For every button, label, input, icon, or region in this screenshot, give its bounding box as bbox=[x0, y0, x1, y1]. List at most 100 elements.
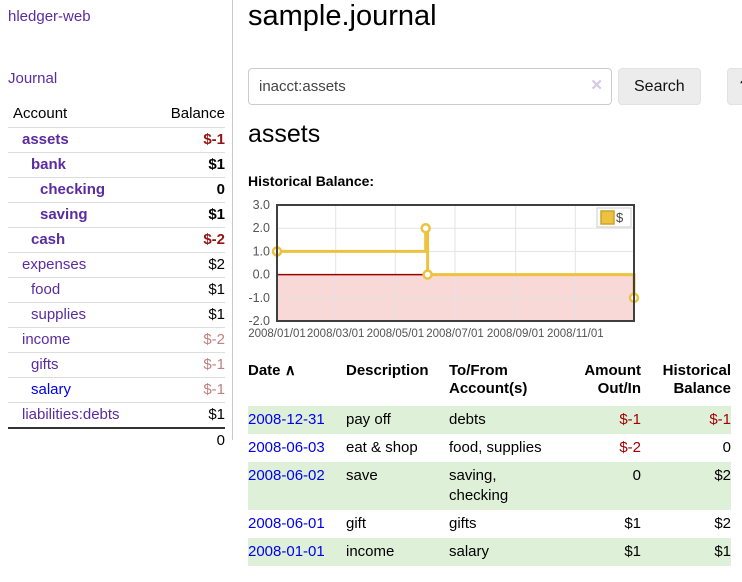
account-link[interactable]: cash bbox=[31, 231, 66, 248]
transaction-balance: 0 bbox=[722, 439, 731, 456]
sidebar: hledger-web Journal Account Balance asse… bbox=[0, 0, 233, 449]
transaction-accounts: saving, checking bbox=[449, 467, 509, 504]
accounts-total-spacer bbox=[8, 428, 154, 453]
account-balance: $-1 bbox=[203, 356, 225, 373]
register-table: Date ∧ Description To/From Account(s) Am… bbox=[248, 360, 731, 566]
transaction-date-link[interactable]: 2008-12-31 bbox=[248, 411, 325, 428]
accounts-total-balance: 0 bbox=[216, 432, 225, 449]
account-row: gifts $-1 bbox=[8, 352, 225, 378]
transaction-date-link[interactable]: 2008-01-01 bbox=[248, 543, 325, 560]
search-input[interactable] bbox=[248, 68, 612, 105]
svg-text:3.0: 3.0 bbox=[253, 198, 270, 212]
transaction-description: income bbox=[346, 543, 395, 560]
transaction-balance: $2 bbox=[714, 515, 731, 532]
main-content: sample.journal ✕ Search ? assets Histori… bbox=[248, 0, 742, 582]
transaction-description: gift bbox=[346, 515, 367, 532]
transaction-row: 2008-12-31 pay off debts $-1 $-1 bbox=[248, 406, 731, 434]
account-link[interactable]: gifts bbox=[31, 356, 59, 373]
transaction-date-cell: 2008-01-01 bbox=[248, 538, 346, 566]
account-row: expenses $2 bbox=[8, 252, 225, 278]
transaction-date-link[interactable]: 2008-06-03 bbox=[248, 439, 325, 456]
account-balance: $-2 bbox=[203, 231, 225, 248]
accounts-table: Account Balance assets $-1 bank $1 check… bbox=[8, 101, 225, 453]
sidebar-item-journal[interactable]: Journal bbox=[8, 70, 58, 87]
transaction-row: 2008-06-03 eat & shop food, supplies $-2… bbox=[248, 434, 731, 462]
transaction-accounts: salary bbox=[449, 543, 490, 560]
account-row: supplies $1 bbox=[8, 302, 225, 328]
account-name-cell: cash bbox=[8, 228, 154, 253]
transaction-balance: $1 bbox=[714, 543, 731, 560]
transaction-amount: $-2 bbox=[619, 439, 641, 456]
account-row: liabilities:debts $1 bbox=[8, 402, 225, 429]
transaction-amount: 0 bbox=[632, 467, 641, 484]
account-link[interactable]: food bbox=[31, 281, 61, 298]
account-row: income $-2 bbox=[8, 327, 225, 353]
register-header-date[interactable]: Date ∧ bbox=[248, 362, 296, 379]
account-row: food $1 bbox=[8, 277, 225, 303]
svg-text:2008/09/01: 2008/09/01 bbox=[487, 328, 545, 340]
account-name-cell: bank bbox=[8, 153, 154, 178]
page-title: sample.journal bbox=[248, 0, 437, 32]
account-link[interactable]: checking bbox=[40, 181, 106, 198]
account-name-cell: expenses bbox=[8, 253, 154, 278]
account-link[interactable]: salary bbox=[31, 381, 72, 398]
transaction-accounts: food, supplies bbox=[449, 439, 542, 456]
account-link[interactable]: bank bbox=[31, 156, 67, 173]
account-row: assets $-1 bbox=[8, 127, 225, 153]
svg-text:-2.0: -2.0 bbox=[248, 314, 270, 328]
svg-text:$: $ bbox=[616, 210, 624, 225]
account-name-cell: saving bbox=[8, 203, 154, 228]
transaction-date-cell: 2008-06-02 bbox=[248, 462, 346, 510]
svg-text:0.0: 0.0 bbox=[253, 268, 270, 282]
account-balance: $2 bbox=[208, 256, 225, 273]
account-column-header: Account bbox=[13, 105, 68, 122]
balance-column-header: Balance bbox=[170, 105, 225, 122]
clear-search-icon[interactable]: ✕ bbox=[590, 77, 603, 94]
transaction-accounts: gifts bbox=[449, 515, 477, 532]
account-row: bank $1 bbox=[8, 152, 225, 178]
account-name-cell: income bbox=[8, 328, 154, 353]
account-balance: $1 bbox=[208, 206, 225, 223]
account-name-cell: supplies bbox=[8, 303, 154, 328]
account-heading: assets bbox=[248, 120, 321, 148]
svg-text:2008/05/01: 2008/05/01 bbox=[367, 328, 425, 340]
account-name-cell: liabilities:debts bbox=[8, 403, 154, 429]
account-link[interactable]: supplies bbox=[31, 306, 87, 323]
transaction-description: eat & shop bbox=[346, 439, 418, 456]
account-link[interactable]: liabilities:debts bbox=[22, 406, 120, 423]
register-header-amount: Amount Out/In bbox=[584, 362, 641, 397]
account-link[interactable]: assets bbox=[22, 131, 69, 148]
transaction-date-link[interactable]: 2008-06-02 bbox=[248, 467, 325, 484]
help-button[interactable]: ? bbox=[726, 68, 742, 105]
register-header-row: Date ∧ Description To/From Account(s) Am… bbox=[248, 360, 731, 406]
register-header-description: Description bbox=[346, 362, 429, 379]
account-balance: $1 bbox=[208, 406, 225, 423]
brand-link[interactable]: hledger-web bbox=[8, 8, 91, 25]
transaction-row: 2008-06-01 gift gifts $1 $2 bbox=[248, 510, 731, 538]
accounts-table-header: Account Balance bbox=[8, 101, 225, 128]
account-balance: $-2 bbox=[203, 331, 225, 348]
account-row: cash $-2 bbox=[8, 227, 225, 253]
svg-text:1.0: 1.0 bbox=[253, 244, 270, 258]
account-balance: $1 bbox=[208, 306, 225, 323]
transaction-accounts: debts bbox=[449, 411, 486, 428]
transaction-date-link[interactable]: 2008-06-01 bbox=[248, 515, 325, 532]
search-button[interactable]: Search bbox=[618, 68, 701, 105]
account-name-cell: assets bbox=[8, 128, 154, 153]
transaction-amount: $1 bbox=[624, 543, 641, 560]
accounts-total-row: 0 bbox=[8, 428, 225, 453]
account-link[interactable]: saving bbox=[40, 206, 88, 223]
transaction-amount: $-1 bbox=[619, 411, 641, 428]
svg-text:2008/01/01: 2008/01/01 bbox=[248, 328, 306, 340]
transaction-date-cell: 2008-06-01 bbox=[248, 510, 346, 538]
account-link[interactable]: expenses bbox=[22, 256, 87, 273]
search-input-wrap: ✕ bbox=[248, 68, 612, 105]
transaction-row: 2008-01-01 income salary $1 $1 bbox=[248, 538, 731, 566]
account-link[interactable]: income bbox=[22, 331, 71, 348]
transaction-description: pay off bbox=[346, 411, 391, 428]
svg-text:-1.0: -1.0 bbox=[248, 291, 270, 305]
register-header-balance: Historical Balance bbox=[662, 362, 731, 397]
account-name-cell: checking bbox=[8, 178, 154, 203]
